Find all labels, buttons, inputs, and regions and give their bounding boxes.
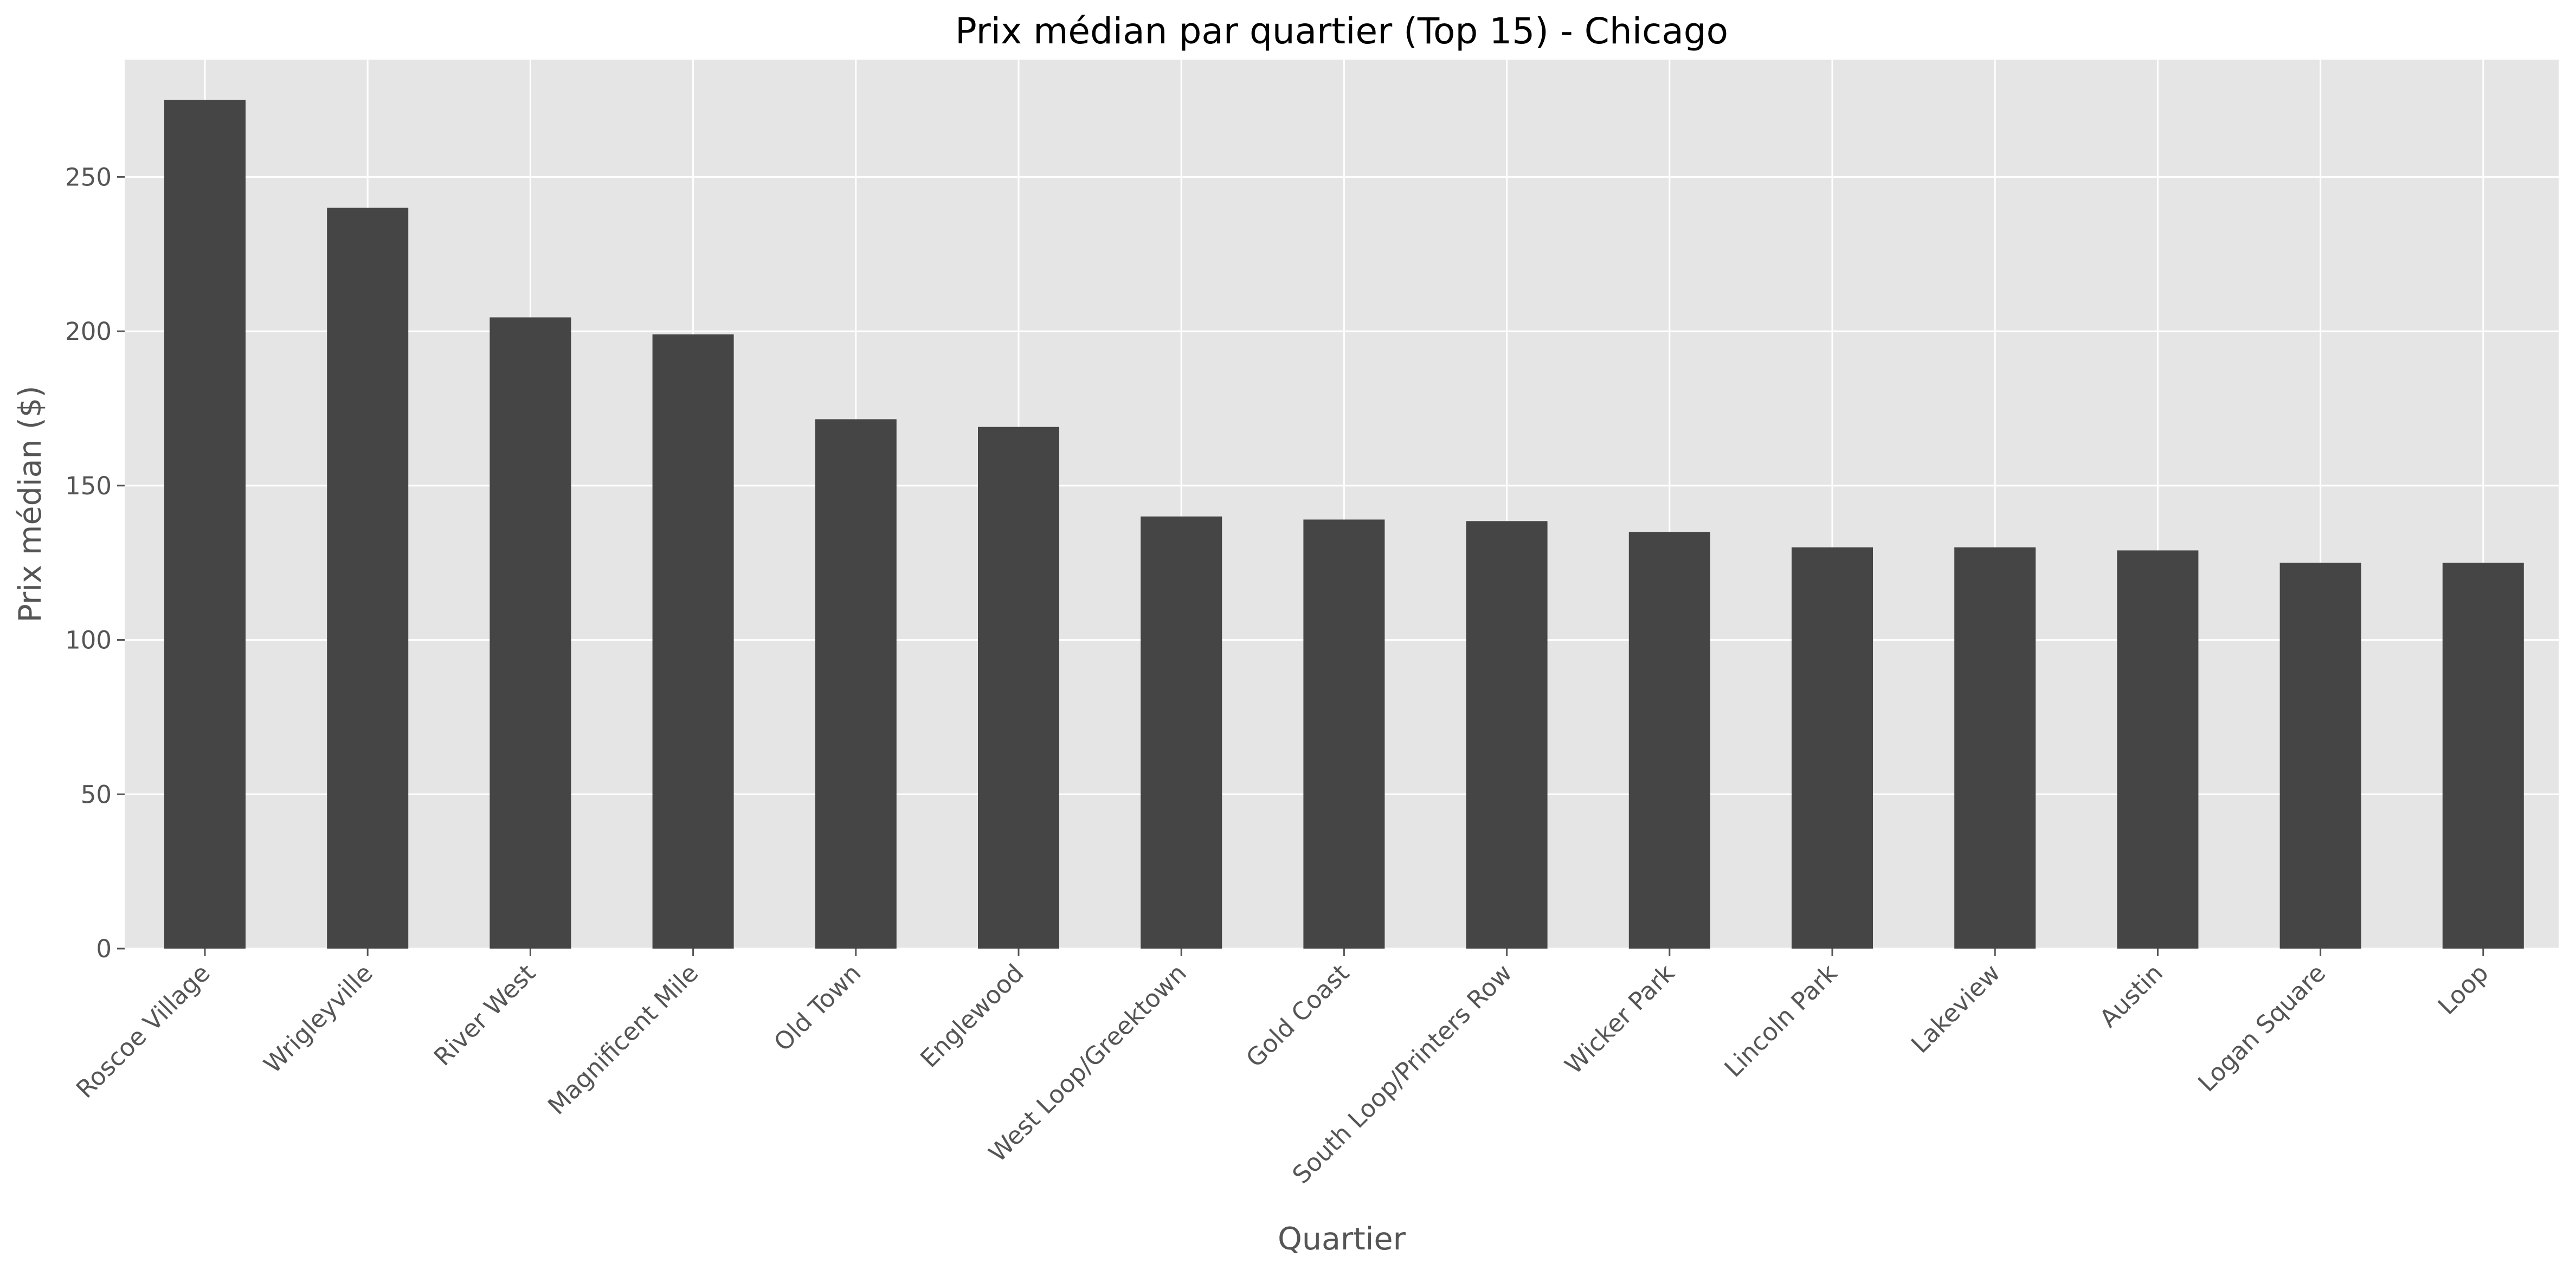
y-axis-label: Prix médian ($) [12,385,48,622]
bar-wrigleyville [327,208,409,949]
x-tick-label: Old Town [768,958,866,1056]
bars [164,100,2524,949]
y-tick-label: 100 [65,626,112,655]
bar-wicker-park [1628,532,1710,949]
y-tick-label: 200 [65,317,112,346]
y-tick-label: 50 [81,780,112,809]
bar-west-loop-greektown [1141,516,1222,949]
x-tick-label: Lakeview [1905,958,2006,1059]
x-tick-label: Lincoln Park [1719,958,1843,1082]
x-tick-label: Magnificent Mile [542,958,704,1120]
bar-englewood [978,427,1059,949]
bar-loop [2442,563,2524,949]
x-tick-label: River West [428,958,541,1071]
y-tick-label: 250 [65,163,112,191]
bar-south-loop-printers-row [1466,521,1548,949]
bar-roscoe-village [164,100,246,949]
y-tick-label: 0 [96,935,112,963]
y-axis-ticks: 0 50 100 150 200 250 [65,163,125,963]
bar-lincoln-park [1792,547,1873,949]
x-tick-label: Wicker Park [1559,958,1680,1079]
bar-logan-square [2279,563,2361,949]
x-tick-label: Loop [2432,958,2494,1020]
bar-river-west [490,317,571,949]
bar-gold-coast [1303,519,1385,949]
x-tick-label: Austin [2094,958,2168,1033]
x-tick-label: Gold Coast [1240,958,1355,1073]
y-tick-label: 150 [65,472,112,500]
x-tick-label: Wrigleyville [258,958,378,1079]
x-axis-label: Quartier [1278,1221,1406,1257]
bar-old-town [815,419,897,949]
x-tick-label: Roscoe Village [70,958,216,1104]
bar-magnificent-mile [652,334,734,949]
chart-title: Prix médian par quartier (Top 15) - Chic… [955,10,1728,52]
x-tick-label: Logan Square [2192,958,2331,1097]
x-axis-ticks: Roscoe Village Wrigleyville River West Magn… [70,949,2494,1189]
bar-austin [2117,550,2199,949]
bar-lakeview [1954,547,2036,949]
x-tick-label: Englewood [915,958,1029,1073]
